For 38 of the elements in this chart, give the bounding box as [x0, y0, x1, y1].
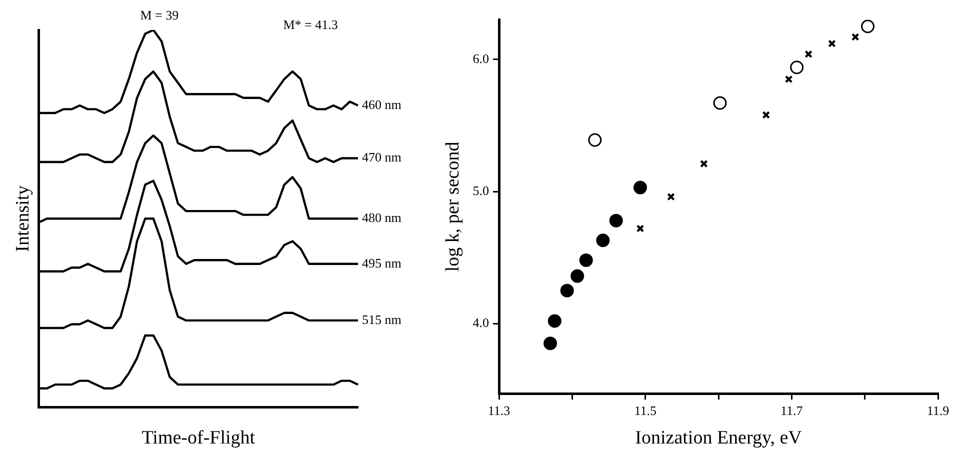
- point: [713, 96, 727, 110]
- series-label: 495 nm: [362, 255, 402, 270]
- point: [544, 336, 558, 350]
- annotation: M* = 41.3: [283, 16, 338, 32]
- point: [667, 192, 675, 201]
- x-axis-title: Time-of-Flight: [142, 428, 256, 449]
- series-label: 470 nm: [362, 150, 402, 165]
- y-axis-title: log k, per second: [442, 141, 464, 272]
- point: [588, 133, 602, 147]
- y-axis-title: Intensity: [12, 184, 34, 252]
- point: [609, 214, 623, 228]
- point: [790, 60, 804, 74]
- point: [784, 75, 793, 84]
- x-axis-title: Ionization Energy, eV: [635, 428, 802, 449]
- point: [851, 33, 860, 41]
- point: [596, 234, 610, 248]
- x-tick-label: 11.5: [634, 402, 657, 418]
- point: [828, 40, 836, 48]
- series-label: 480 nm: [362, 210, 402, 226]
- point: [570, 269, 584, 283]
- x-tick-label: 11.7: [780, 402, 804, 418]
- point: [560, 284, 574, 298]
- point: [762, 110, 770, 119]
- point: [700, 160, 708, 168]
- x-tick-label: 11.9: [926, 402, 950, 418]
- text: M = 39: [140, 7, 179, 22]
- y-tick-label: 6.0: [472, 50, 490, 66]
- point: [633, 180, 647, 194]
- point: [861, 20, 875, 34]
- point: [579, 253, 593, 267]
- series-label: 460 nm: [362, 96, 402, 112]
- x-tick-label: 11.3: [488, 402, 510, 418]
- y-tick-label: 5.0: [472, 182, 490, 198]
- point: [804, 50, 812, 58]
- y-tick-label: 4.0: [472, 315, 490, 330]
- series-label: 515 nm: [362, 312, 402, 327]
- point: [636, 224, 644, 232]
- point: [548, 314, 562, 328]
